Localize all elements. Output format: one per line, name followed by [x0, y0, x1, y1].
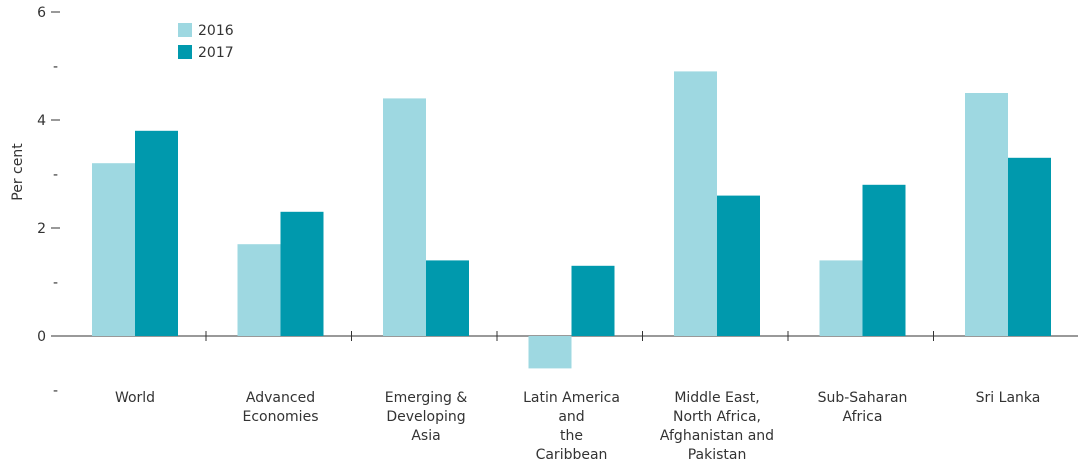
y-tick-label: 0 — [37, 329, 46, 345]
y-minor-tick: - — [53, 59, 58, 75]
bar-2016-5 — [819, 260, 863, 336]
y-minor-tick: - — [53, 167, 58, 183]
bar-2017-3 — [571, 265, 615, 336]
bar-2016-3 — [528, 336, 572, 369]
x-category-label: Emerging & Developing Asia — [385, 390, 468, 444]
bar-2016-0 — [92, 163, 135, 336]
x-category-label: Middle East, North Africa, Afghanistan and… — [660, 390, 774, 463]
bars-layer — [92, 71, 1051, 369]
legend-label-2016: 2016 — [198, 23, 234, 39]
x-category-label: Latin America and the Caribbean — [523, 390, 620, 463]
x-category-label: Sri Lanka — [976, 390, 1041, 406]
legend-swatch-2017 — [178, 45, 192, 59]
y-minor-tick: - — [53, 275, 58, 291]
x-category-label: Advanced Economies — [243, 390, 319, 425]
bar-2017-5 — [862, 184, 906, 336]
bar-2017-4 — [717, 195, 760, 336]
y-axis-title: Per cent — [10, 143, 26, 201]
y-tick-label: 6 — [37, 5, 46, 21]
bar-2017-1 — [280, 211, 324, 336]
legend-swatch-2016 — [178, 23, 192, 37]
legend-label-2017: 2017 — [198, 45, 234, 61]
y-tick-label: 4 — [37, 113, 46, 129]
bar-2016-1 — [237, 244, 281, 336]
y-minor-tick: - — [53, 383, 58, 399]
bar-2016-2 — [383, 98, 426, 337]
bar-2017-6 — [1008, 157, 1051, 336]
legend: 2016 2017 — [178, 23, 234, 61]
bar-2017-0 — [135, 130, 178, 336]
x-category-label: Sub-Saharan Africa — [818, 390, 908, 425]
y-tick-label: 2 — [37, 221, 46, 237]
bar-2016-4 — [674, 71, 717, 337]
x-category-label: World — [115, 390, 155, 406]
category-labels: World Advanced Economies Emerging & Developi… — [115, 390, 1040, 463]
bar-2016-6 — [965, 93, 1008, 336]
bar-2017-2 — [426, 260, 469, 336]
